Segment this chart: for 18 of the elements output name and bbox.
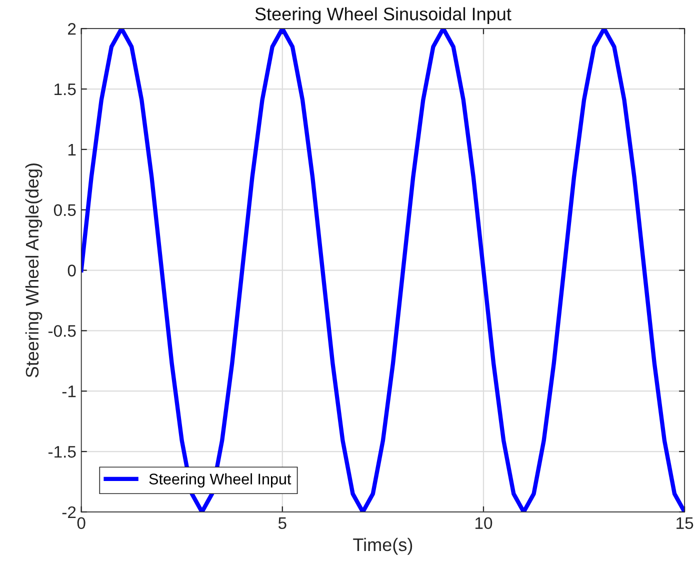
y-tick-label: -1 — [62, 386, 76, 398]
x-axis-title: Time(s) — [353, 538, 412, 555]
y-axis-title: Steering Wheel Angle(deg) — [25, 163, 42, 378]
x-tick-label: 5 — [278, 517, 286, 530]
y-tick-label: -0.5 — [48, 325, 76, 337]
legend-label: Steering Wheel Input — [149, 473, 292, 488]
x-tick-label: 10 — [475, 517, 492, 530]
x-tick-label: 15 — [676, 517, 694, 530]
y-tick-label: 0 — [68, 264, 76, 276]
chart-title: Steering Wheel Sinusoidal Input — [255, 7, 512, 24]
y-tick-label: -2 — [62, 506, 76, 518]
y-tick-label: 1.5 — [54, 84, 76, 96]
y-tick-label: 2 — [68, 23, 76, 35]
x-tick-label: 0 — [77, 517, 86, 530]
y-tick-label: -1.5 — [48, 446, 76, 458]
line-series — [81, 28, 685, 512]
y-tick-label: 0.5 — [54, 204, 76, 216]
y-tick-label: 1 — [68, 144, 76, 156]
